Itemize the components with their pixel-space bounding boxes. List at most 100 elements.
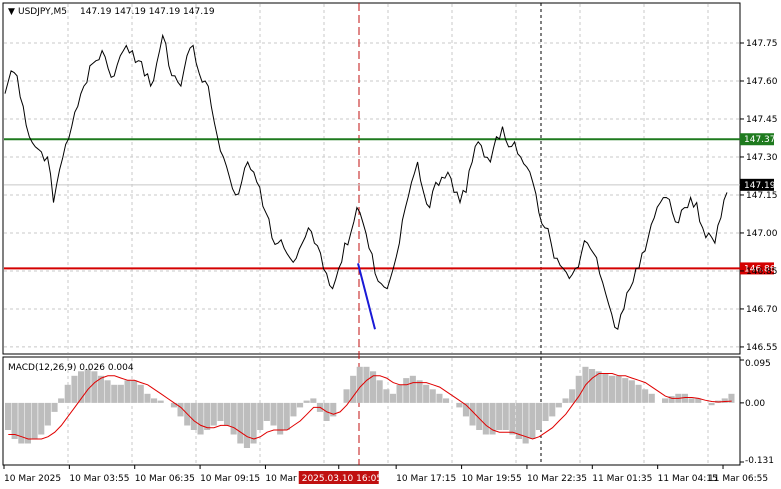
macd-histogram-bar (376, 380, 383, 403)
macd-histogram-bar (290, 402, 297, 417)
time-tick-label: 11 Mar 01:35 (592, 474, 652, 484)
current-price-tag (740, 178, 774, 191)
time-tick-label: 10 Mar 22:35 (527, 474, 587, 484)
macd-histogram-bar (456, 402, 463, 408)
macd-histogram-bar (648, 393, 655, 403)
macd-axis: 0.095 0.00 -0.131 (740, 359, 774, 466)
price-tick-label: 146.85 (746, 267, 778, 277)
macd-histogram-bar (728, 393, 735, 403)
macd-histogram-bar (124, 380, 131, 403)
macd-histogram-bar (436, 393, 443, 403)
macd-histogram-bar (462, 402, 469, 417)
macd-histogram-bar (409, 375, 416, 403)
macd-histogram-bar (104, 380, 111, 403)
macd-histogram-bar (137, 384, 144, 403)
price-tick-label: 147.75 (746, 39, 778, 49)
macd-histogram-bar (5, 402, 12, 430)
price-tick-label: 146.70 (746, 305, 778, 315)
macd-histogram-bar (529, 402, 536, 439)
macd-histogram-bar (396, 384, 403, 403)
symbol-arrow-icon[interactable]: ▼ (8, 7, 15, 17)
macd-histogram-bar (64, 384, 71, 403)
macd-histogram-bar (615, 375, 622, 403)
macd-histogram-bar (535, 402, 542, 430)
resistance-price-tag (740, 133, 774, 146)
macd-histogram-bar (210, 402, 217, 426)
support-price-tag (740, 262, 774, 275)
macd-histogram-bar (111, 384, 118, 403)
macd-histogram-bar (681, 393, 688, 403)
symbol-label: USDJPY,M5 (18, 7, 67, 17)
time-tick-label: 10 Mar 03:55 (69, 474, 129, 484)
time-tick-label: 10 Mar 19:55 (462, 474, 522, 484)
macd-histogram-bar (489, 402, 496, 435)
macd-histogram-bar (562, 398, 569, 403)
time-tick-label: 10 Mar 11:55 (265, 474, 325, 484)
macd-histogram-bar (350, 375, 357, 403)
macd-histogram-bar (356, 366, 363, 403)
macd-histogram-bar (708, 402, 715, 406)
macd-histogram-bar (721, 398, 728, 403)
macd-histogram-bar (688, 398, 695, 403)
macd-histogram-bar (668, 396, 675, 403)
macd-histogram-bar (542, 402, 549, 421)
macd-histogram-bar (237, 402, 244, 444)
macd-histogram-bar (343, 389, 350, 403)
grid-lines (4, 4, 739, 353)
macd-histogram-bar (370, 371, 377, 403)
price-tick-label: 147.00 (746, 229, 778, 239)
macd-histogram-bar (482, 402, 489, 435)
macd-histogram-bar (575, 375, 582, 403)
macd-signal-line (8, 373, 732, 440)
macd-histogram-bar (190, 402, 197, 430)
macd-histogram-bar (18, 402, 25, 444)
macd-histogram-bar (383, 389, 390, 403)
current-price-label: 147.19 (744, 181, 776, 191)
macd-histogram-bar (589, 369, 596, 403)
macd-histogram-bar (469, 402, 476, 426)
macd-histogram-bar (555, 402, 562, 408)
price-tick-label: 147.15 (746, 191, 778, 201)
macd-histogram-bar (84, 369, 91, 403)
macd-tick-label: 0.00 (745, 399, 765, 409)
macd-label: MACD(12,26,9) 0.026 0.004 (8, 363, 134, 373)
macd-histogram-bar (303, 400, 310, 403)
macd-histogram-bar (416, 380, 423, 403)
macd-histogram-bar (151, 398, 158, 403)
support-price-label: 146.86 (744, 264, 776, 274)
macd-histogram-bar (11, 402, 18, 439)
macd-histogram-bar (662, 398, 669, 403)
macd-tick-label: -0.131 (745, 456, 774, 466)
sell-trend-line (357, 263, 376, 330)
macd-histogram-bar (403, 378, 410, 403)
macd-histogram-bar (522, 402, 529, 444)
macd-histogram-bar (71, 375, 78, 403)
macd-group (5, 366, 735, 448)
macd-histogram-bar (297, 402, 304, 408)
macd-histogram-bar (230, 402, 237, 435)
macd-histogram-bar (270, 402, 277, 426)
macd-histogram-bar (250, 402, 257, 444)
resistance-price-label: 147.37 (744, 135, 776, 145)
macd-histogram-bar (423, 384, 430, 403)
macd-histogram-bar (516, 402, 523, 439)
macd-histogram-bar (277, 402, 284, 435)
macd-histogram-bar (24, 402, 31, 444)
time-tick-label: 10 Mar 17:15 (396, 474, 456, 484)
price-axis: 147.75 147.60 147.45 147.30 147.15 147.00 146.… (740, 39, 778, 353)
macd-histogram-bar (177, 402, 184, 417)
macd-histogram-bar (78, 371, 85, 403)
time-axis: 10 Mar 2025 10 Mar 03:55 10 Mar 06:35 10 Ma… (3, 465, 768, 484)
macd-histogram-bar (608, 375, 615, 403)
macd-histogram-bar (363, 366, 370, 403)
macd-histogram-bar (144, 393, 151, 403)
macd-histogram-bar (217, 402, 224, 421)
macd-histogram-bar (622, 378, 629, 403)
macd-histogram-bar (91, 371, 98, 403)
macd-histogram-bar (204, 402, 211, 430)
macd-histogram-bar (310, 398, 317, 403)
macd-histogram-bar (44, 402, 51, 426)
macd-histogram-bar (642, 389, 649, 403)
price-panel[interactable] (2, 2, 741, 355)
